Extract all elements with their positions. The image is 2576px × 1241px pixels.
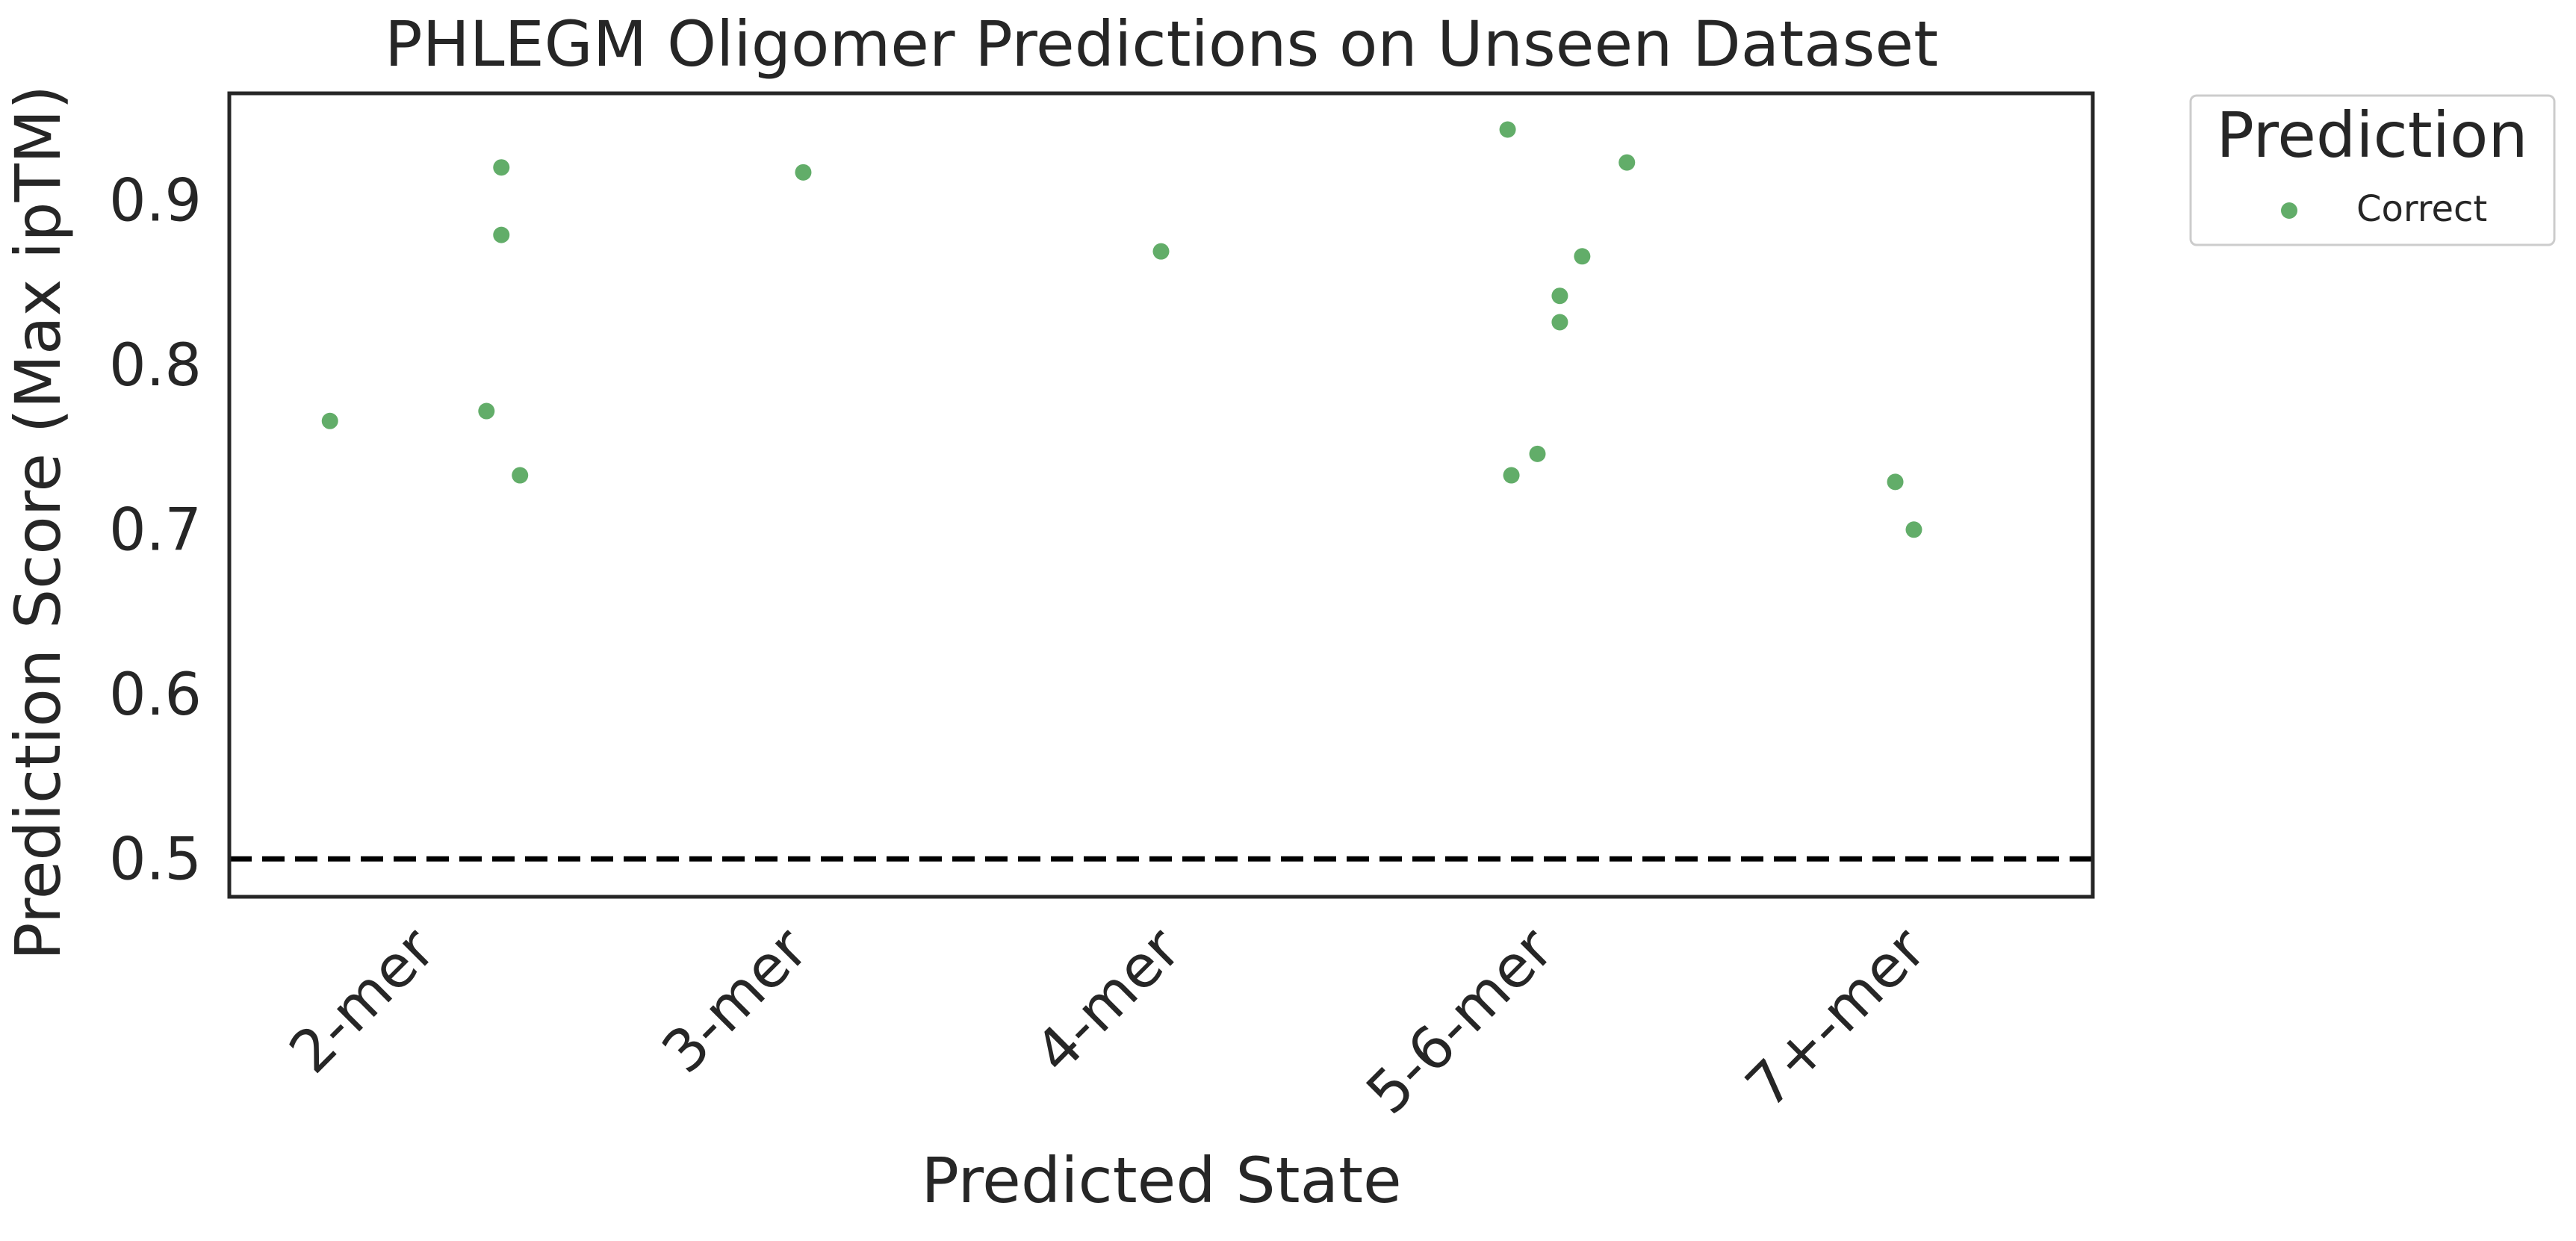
data-point xyxy=(795,164,812,181)
data-point xyxy=(512,467,529,484)
legend-entry-correct: Correct xyxy=(2356,188,2487,230)
chart-title: PHLEGM Oligomer Predictions on Unseen Da… xyxy=(385,7,1938,81)
data-point xyxy=(493,226,510,243)
data-point xyxy=(1618,154,1636,171)
x-tick-label: 2-mer xyxy=(277,915,449,1086)
y-tick-label: 0.5 xyxy=(109,826,202,893)
data-point xyxy=(493,159,510,176)
plot-frame xyxy=(227,91,2095,899)
y-axis-label: Prediction Score (Max ipTM) xyxy=(1,85,75,960)
y-tick-label: 0.8 xyxy=(109,332,202,399)
data-point xyxy=(321,412,338,429)
legend-marker-correct xyxy=(2281,202,2297,219)
y-tick-label: 0.9 xyxy=(109,167,202,234)
data-point xyxy=(1905,521,1922,538)
legend: Prediction Correct xyxy=(2189,94,2556,246)
legend-box xyxy=(2189,94,2556,246)
y-tick-label: 0.7 xyxy=(109,497,202,564)
data-point xyxy=(1551,287,1568,305)
y-tick-label: 0.6 xyxy=(109,662,202,729)
x-tick-label: 5-6-mer xyxy=(1354,915,1567,1128)
data-point xyxy=(1152,243,1170,260)
legend-title: Prediction xyxy=(2216,99,2527,172)
x-ticks: 2-mer 3-mer 4-mer 5-6-mer 7+-mer xyxy=(277,915,1940,1128)
x-tick-label: 3-mer xyxy=(650,915,822,1086)
x-axis-label: Predicted State xyxy=(921,1144,1401,1217)
points-layer xyxy=(321,121,1922,538)
x-tick-label: 4-mer xyxy=(1022,915,1194,1086)
y-axis-label-group: Prediction Score (Max ipTM) xyxy=(1,85,75,960)
y-ticks: 0.5 0.6 0.7 0.8 0.9 xyxy=(109,167,202,893)
data-point xyxy=(1887,473,1904,491)
data-point xyxy=(1503,467,1520,484)
data-point xyxy=(1529,445,1546,462)
x-tick-label: 7+-mer xyxy=(1734,915,1940,1121)
data-point xyxy=(1574,248,1591,265)
data-point xyxy=(478,402,495,420)
data-point xyxy=(1499,121,1516,138)
data-point xyxy=(1551,314,1568,331)
